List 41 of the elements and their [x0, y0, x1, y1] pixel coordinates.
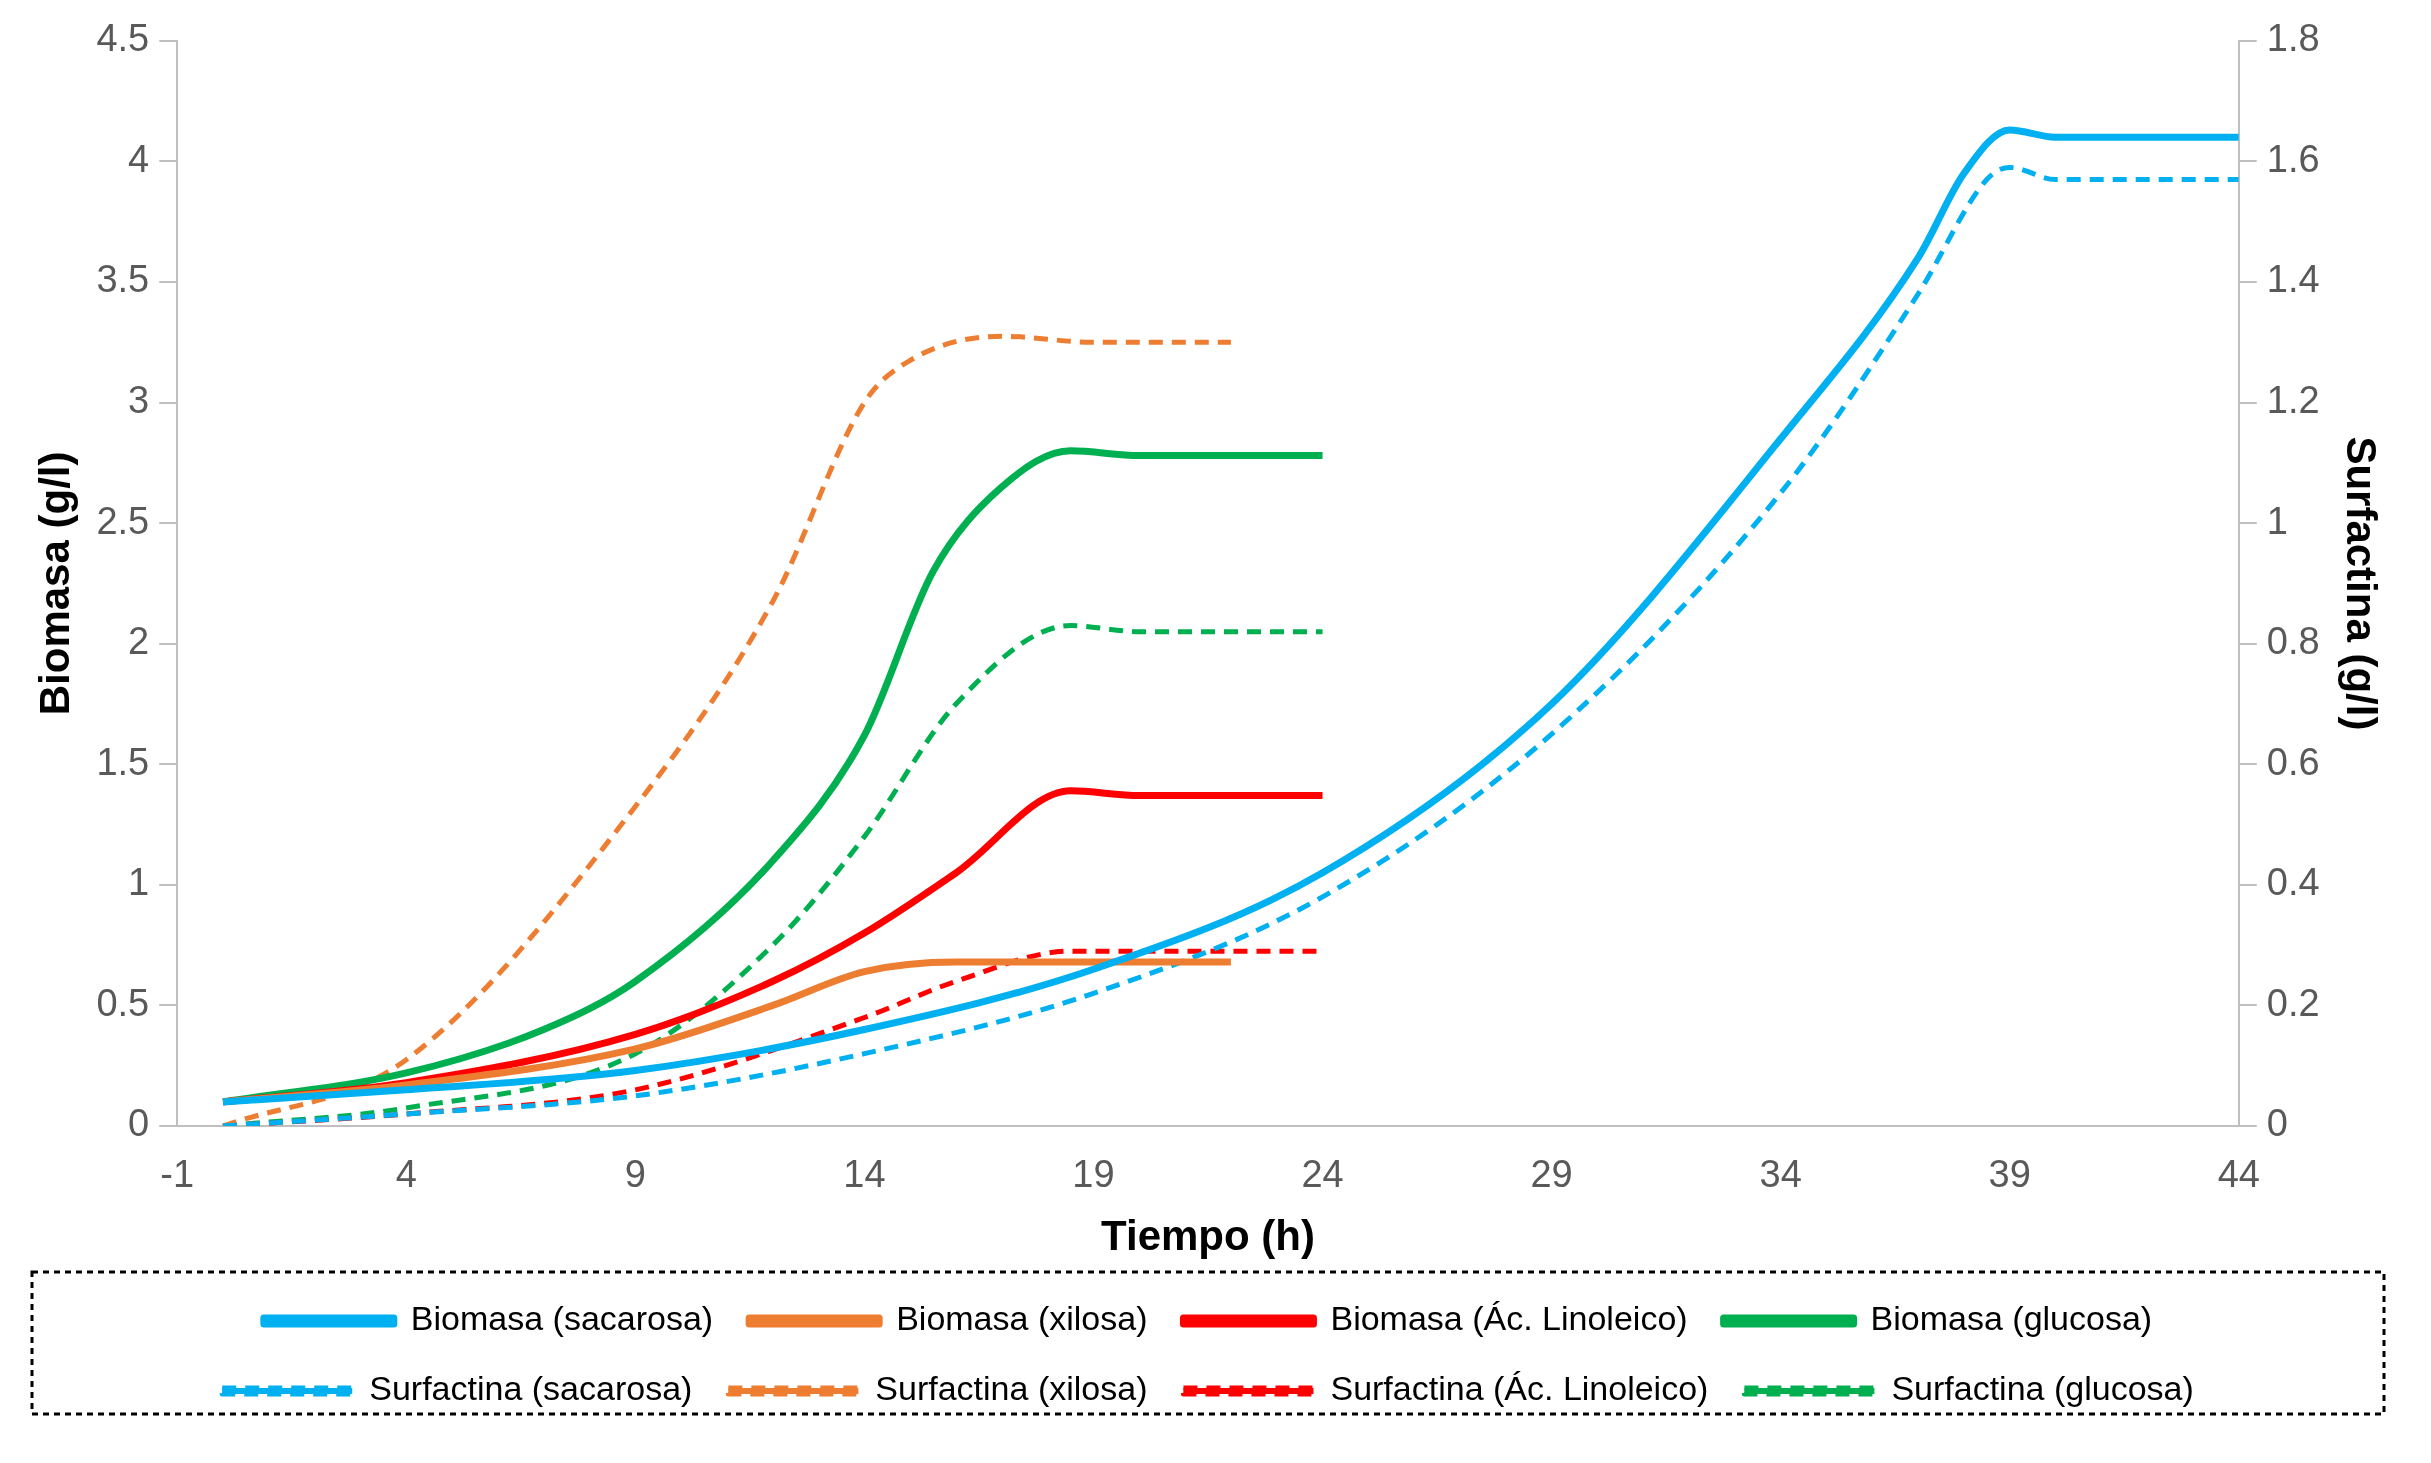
y2-tick-label: 0.6 [2266, 740, 2320, 783]
x-tick-label: 4 [395, 1153, 417, 1196]
y-tick-label: 4 [128, 137, 150, 180]
x-tick-label: 14 [843, 1153, 886, 1196]
y2-tick-label: 1.8 [2266, 17, 2320, 60]
legend-label: Surfactina (Ác. Linoleico) [1330, 1369, 1709, 1408]
x-tick-label: 29 [1530, 1153, 1573, 1196]
y2-tick-label: 1.4 [2266, 258, 2320, 301]
x-tick-label: -1 [160, 1153, 195, 1196]
y2-tick-label: 0.2 [2266, 981, 2320, 1024]
x-tick-label: 9 [624, 1153, 646, 1196]
y-tick-label: 2 [128, 620, 150, 663]
y-tick-label: 1 [128, 861, 150, 904]
legend-label: Surfactina (sacarosa) [369, 1369, 693, 1408]
legend-label: Biomasa (glucosa) [1870, 1299, 2153, 1338]
y-tick-label: 4.5 [96, 17, 150, 60]
y-tick-label: 0.5 [96, 981, 150, 1024]
x-tick-label: 24 [1301, 1153, 1344, 1196]
y-tick-label: 3 [128, 379, 150, 422]
x-tick-label: 19 [1072, 1153, 1115, 1196]
y-tick-label: 0 [128, 1102, 150, 1145]
legend-label: Surfactina (glucosa) [1891, 1369, 2194, 1408]
y-tick-label: 1.5 [96, 740, 150, 783]
x-tick-label: 39 [1988, 1153, 2031, 1196]
y-tick-label: 2.5 [96, 499, 150, 542]
y-tick-label: 3.5 [96, 258, 150, 301]
y2-tick-label: 1 [2266, 499, 2288, 542]
x-axis-title: Tiempo (h) [1101, 1212, 1315, 1260]
y2-axis-title: Surfactina (g/l) [2338, 436, 2386, 731]
legend-label: Biomasa (xilosa) [896, 1299, 1148, 1338]
y2-tick-label: 1.6 [2266, 137, 2320, 180]
legend-label: Surfactina (xilosa) [875, 1369, 1148, 1408]
y-axis-title: Biomasa (g/l) [30, 451, 78, 716]
y2-tick-label: 1.2 [2266, 379, 2320, 422]
y2-tick-label: 0.8 [2266, 620, 2320, 663]
y2-tick-label: 0.4 [2266, 861, 2320, 904]
legend-label: Biomasa (Ác. Linoleico) [1330, 1299, 1688, 1338]
x-tick-label: 44 [2217, 1153, 2260, 1196]
x-tick-label: 34 [1759, 1153, 1802, 1196]
y2-tick-label: 0 [2266, 1102, 2288, 1145]
legend-label: Biomasa (sacarosa) [410, 1299, 714, 1338]
